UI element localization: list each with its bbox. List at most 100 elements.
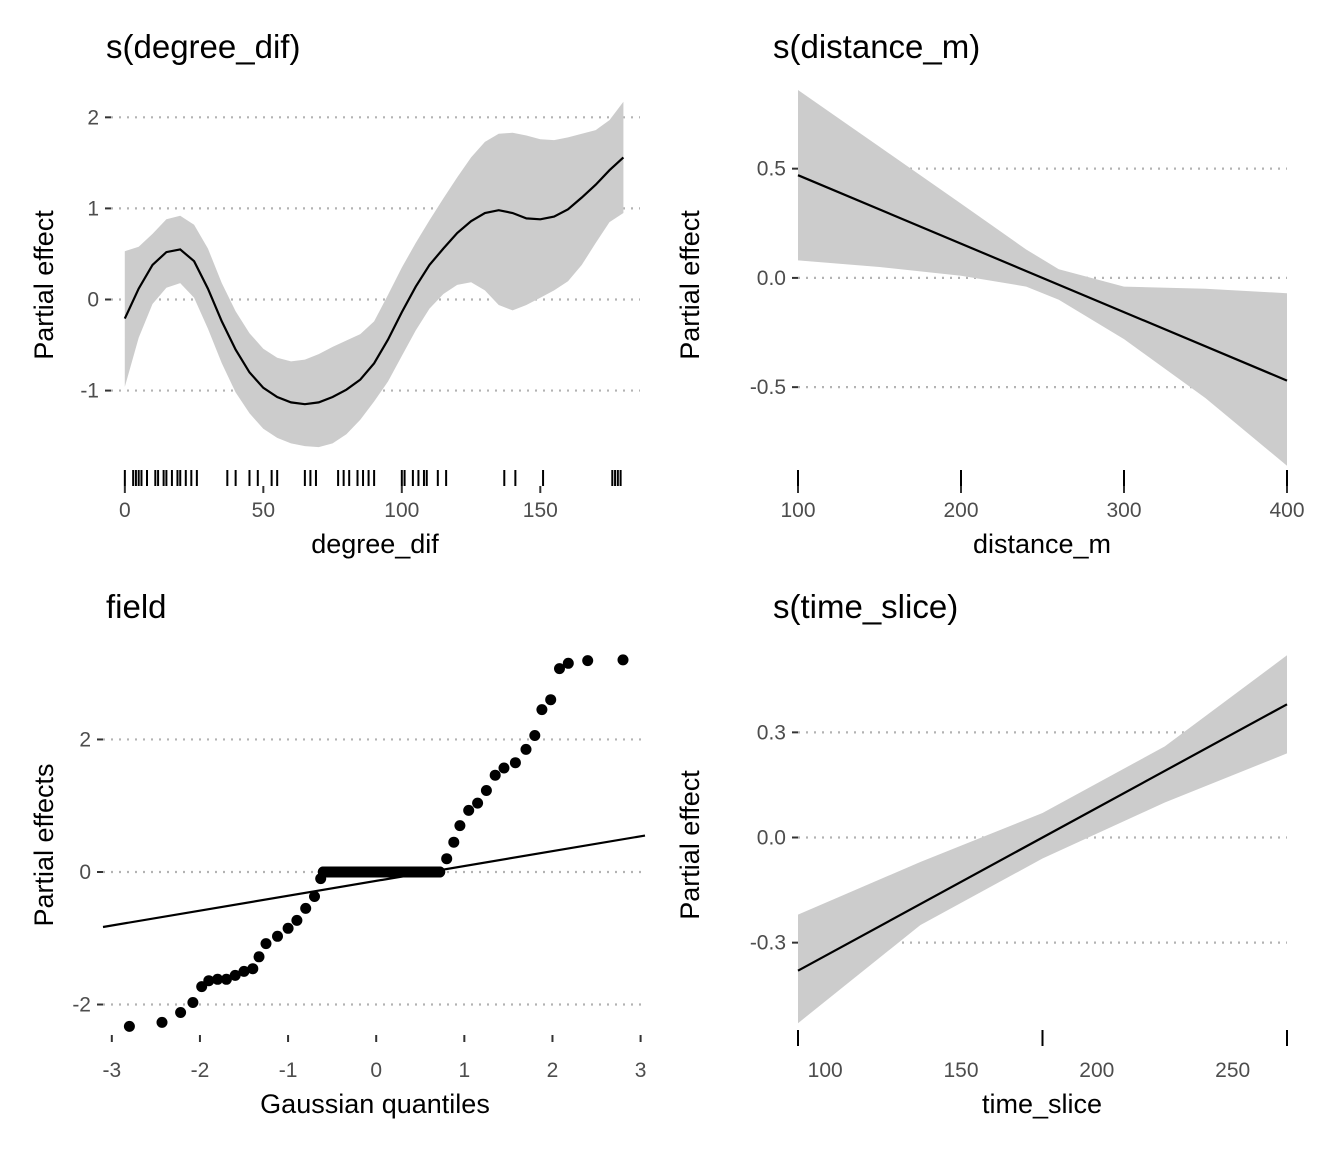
rug-marks [797,1030,1288,1046]
y-tick-label: 0.0 [757,827,786,850]
panel-title: field [106,588,167,625]
y-ticks: 2 1 0 -1 [80,106,111,403]
fit-line [123,156,625,406]
panel-field: field Gaussian quantiles Partial effects… [29,588,646,1119]
x-tick-label: 1 [458,1059,470,1082]
x-tick-label: -3 [102,1059,121,1082]
y-tick-label: 2 [79,728,91,751]
x-tick-label: 2 [547,1059,559,1082]
qq-point [229,969,241,981]
x-tick-label: 400 [1269,499,1304,522]
x-tick-label: -1 [279,1059,298,1082]
x-axis-label: distance_m [973,529,1111,559]
qq-point [441,853,453,865]
qq-point [498,762,510,774]
x-tick-label: 100 [384,499,419,522]
y-axis-label: Partial effect [675,770,705,920]
qq-point [272,930,283,942]
x-tick-label: 3 [635,1059,647,1082]
y-tick-label: 0 [79,861,91,884]
x-tick-label: 200 [1079,1059,1114,1082]
qq-point [212,973,224,985]
x-axis-label: degree_dif [311,529,439,559]
x-tick-label: 150 [523,499,558,522]
x-tick-label: 0 [370,1059,382,1082]
y-tick-label: 0.5 [757,158,786,181]
qq-point [529,730,541,741]
qq-point [175,1007,187,1018]
qq-point [545,694,557,706]
qq-reference-line [102,834,646,929]
x-tick-label: 150 [943,1059,978,1082]
y-ticks: 0.5 0.0 -0.5 [750,158,798,399]
fitted-curve [123,156,625,406]
y-axis-label: Partial effect [675,210,705,360]
x-ticks: -3 -2 -1 0 1 2 3 [102,1035,646,1082]
qq-point [156,1016,168,1028]
x-ticks: 100 150 200 250 [808,1059,1251,1082]
x-ticks: 0 50 100 150 [119,486,558,522]
y-ticks: 2 0 -2 [72,728,103,1017]
qq-point [187,997,199,1008]
qq-point [203,975,215,987]
qq-points [123,654,629,1032]
band-area [124,101,624,448]
panel-title: s(time_slice) [773,588,958,625]
fit-line [797,174,1288,382]
x-axis-label: time_slice [982,1089,1102,1119]
panel-degree-dif: s(degree_dif) degree_dif Partial effect … [29,28,640,559]
fitted-line [797,174,1288,382]
x-tick-label: 100 [780,499,815,522]
qq-point [489,769,501,781]
panel-time-slice: s(time_slice) time_slice Partial effect … [675,588,1288,1119]
y-ticks: 0.3 0.0 -0.3 [750,721,798,955]
band-area [798,655,1287,1024]
qq-point [472,797,484,809]
y-tick-label: 2 [87,106,99,129]
qq-point [562,657,574,669]
qq-point [291,914,303,926]
panel-title: s(degree_dif) [106,28,300,65]
fitted-line [797,703,1288,972]
qq-point [509,757,521,769]
y-tick-label: 1 [87,197,99,220]
y-tick-label: 0.3 [757,721,786,744]
rug-marks [797,470,1288,486]
qq-point [238,965,250,977]
x-tick-label: 100 [808,1059,843,1082]
y-tick-label: -1 [80,380,99,403]
qq-point [123,1020,135,1032]
qq-point [480,785,492,796]
x-tick-label: 0 [119,499,131,522]
qq-point [536,704,548,716]
panel-title: s(distance_m) [773,28,980,65]
qq-point [260,938,272,950]
fit-line [797,703,1288,972]
qq-point [554,663,565,675]
qq-point [247,963,259,975]
qq-point [617,654,629,666]
reference-line [102,834,646,929]
y-tick-label: 0.0 [757,267,786,290]
rug-marks [123,470,622,486]
x-tick-label: -2 [191,1059,210,1082]
y-axis-label: Partial effects [29,763,59,926]
x-tick-label: 250 [1215,1059,1250,1082]
panel-distance-m: s(distance_m) distance_m Partial effect … [675,28,1305,559]
qq-point [582,655,594,667]
qq-point [520,743,532,755]
qq-point [253,951,265,963]
x-tick-label: 200 [943,499,978,522]
qq-point [309,891,320,902]
x-tick-label: 50 [252,499,275,522]
y-tick-label: -0.5 [750,376,786,399]
qq-point [454,820,466,832]
qq-point [463,804,475,816]
y-tick-label: -2 [72,994,91,1017]
y-tick-label: -0.3 [750,932,786,955]
qq-point [300,902,312,914]
confidence-band [798,655,1287,1024]
confidence-band [124,101,624,448]
x-ticks: 100 200 300 400 [780,486,1305,522]
